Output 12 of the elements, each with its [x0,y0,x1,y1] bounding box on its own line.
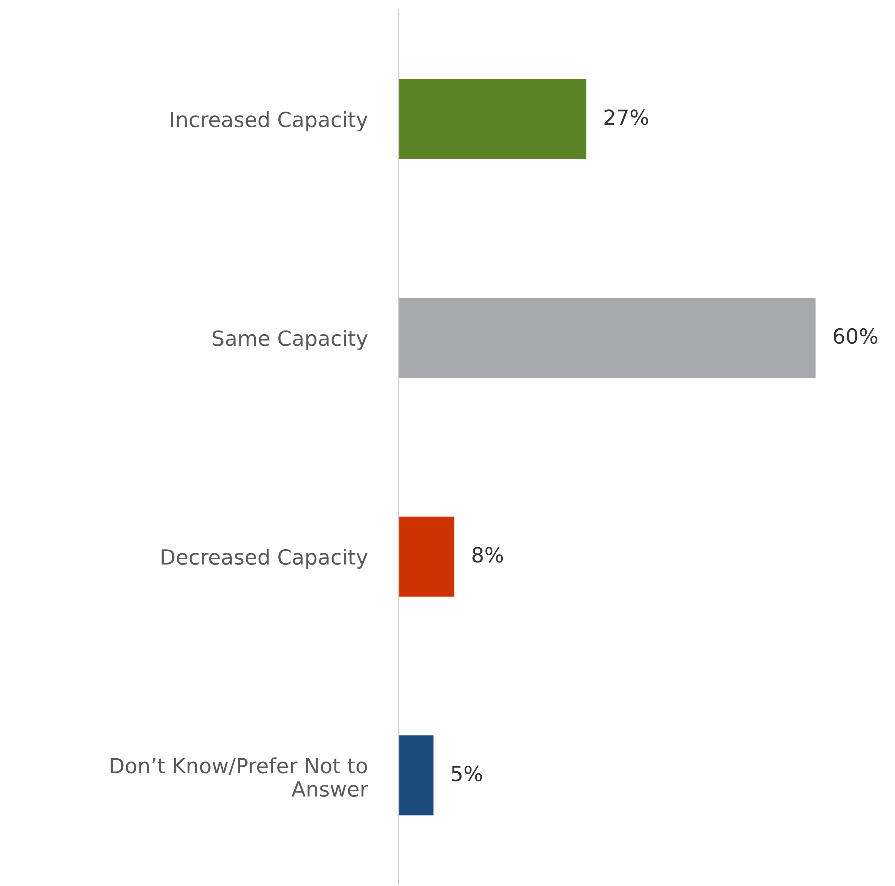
y-tick-label: Don’t Know/Prefer Not to Answer [110,758,368,798]
data-label: 60% [834,328,878,344]
bar [399,79,587,160]
y-tick-label: Increased Capacity [171,111,368,132]
y-tick-label: Decreased Capacity [162,548,368,570]
data-label: 27% [604,110,648,126]
bar [399,298,816,378]
data-label: 5% [452,766,482,782]
data-label: 8% [472,547,504,563]
y-tick-label: Same Capacity [213,330,368,350]
bar [399,736,434,816]
bar [399,516,455,597]
